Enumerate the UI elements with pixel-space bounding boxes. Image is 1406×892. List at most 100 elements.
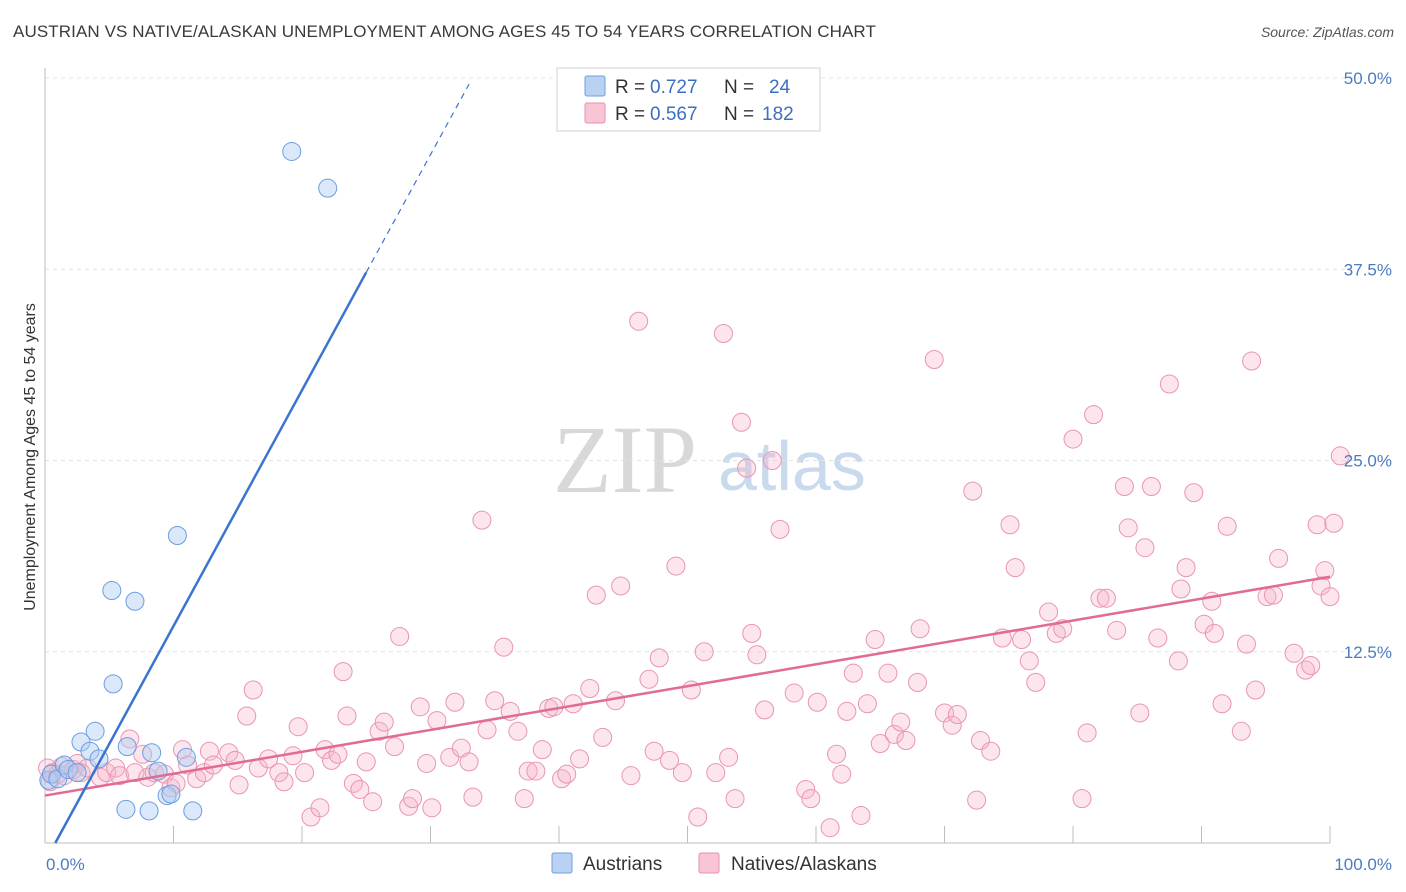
native-point [229, 775, 249, 795]
series-austrians [39, 141, 338, 821]
native-point [1118, 518, 1138, 538]
native-point [390, 626, 410, 646]
native-point [908, 672, 928, 692]
native-point [649, 648, 669, 668]
native-point [580, 678, 600, 698]
trend-lines [44, 83, 1331, 844]
legend-swatch-natives-bottom [698, 852, 720, 874]
native-point [737, 458, 757, 478]
native-point [1072, 789, 1092, 809]
native-point [1320, 587, 1340, 607]
native-point [731, 412, 751, 432]
native-point [350, 779, 370, 799]
native-point [747, 645, 767, 665]
native-point [713, 324, 733, 344]
native-point [1263, 585, 1283, 605]
austrian-point [282, 141, 302, 161]
austrian-point [103, 674, 123, 694]
native-point [963, 481, 983, 501]
native-point [403, 789, 423, 809]
native-point [1084, 405, 1104, 425]
native-point [896, 730, 916, 750]
legend-r-label-1: R = [615, 77, 645, 98]
native-point [870, 734, 890, 754]
native-point [719, 747, 739, 767]
native-point [837, 701, 857, 721]
native-point [593, 727, 613, 747]
native-point [1141, 477, 1161, 497]
native-point [508, 721, 528, 741]
austrian-trend-line [54, 271, 368, 844]
native-trend-line [44, 575, 1331, 797]
native-point [274, 772, 294, 792]
native-point [1090, 588, 1110, 608]
native-point [485, 691, 505, 711]
native-point [110, 766, 130, 786]
legend-r-label-2: R = [615, 104, 645, 125]
austrian-point [116, 799, 136, 819]
native-point [644, 741, 664, 761]
native-point [1307, 515, 1327, 535]
native-point [1217, 516, 1237, 536]
native-point [688, 807, 708, 827]
native-point [924, 350, 944, 370]
native-point [445, 692, 465, 712]
native-point [1012, 630, 1032, 650]
legend-label-austrians: Austrians [583, 854, 662, 875]
chart-title: AUSTRIAN VS NATIVE/ALASKAN UNEMPLOYMENT … [13, 22, 876, 41]
native-point [1330, 446, 1350, 466]
correlation-legend: R = 0.727 N = 24 R = 0.567 N = 182 [556, 67, 821, 132]
native-point [706, 763, 726, 783]
native-point [851, 805, 871, 825]
native-point [1176, 558, 1196, 578]
native-point [557, 764, 577, 784]
native-point [518, 761, 538, 781]
native-point [843, 663, 863, 683]
native-point [1107, 620, 1127, 640]
native-point [463, 787, 483, 807]
native-point [762, 451, 782, 470]
legend-swatch-austrians-bottom [551, 852, 573, 874]
native-point [1096, 588, 1116, 608]
austrian-point [139, 801, 159, 821]
native-point [611, 576, 631, 596]
native-point [725, 789, 745, 809]
legend-swatch-austrians [584, 75, 606, 97]
native-point [878, 663, 898, 683]
x-tick-label: 0.0% [46, 855, 85, 874]
native-point [1184, 483, 1204, 503]
native-point [1301, 656, 1321, 676]
legend-n-value-1: 24 [769, 77, 791, 98]
native-point [369, 721, 389, 741]
native-point [410, 697, 430, 717]
native-point [237, 706, 257, 726]
tick-labels: 12.5% 25.0% 37.5% 50.0% 0.0% 100.0% [46, 69, 1392, 874]
native-point [770, 519, 790, 539]
austrian-point [125, 591, 145, 611]
native-point [639, 669, 659, 689]
native-point [694, 642, 714, 662]
native-point [1159, 374, 1179, 394]
native-point [288, 717, 308, 737]
watermark-zip: ZIP [553, 406, 697, 513]
native-point [570, 749, 590, 769]
native-point [857, 694, 877, 714]
austrian-point [85, 721, 105, 741]
native-point [865, 630, 885, 650]
austrian-point [161, 784, 181, 804]
y-tick-label: 50.0% [1344, 69, 1392, 88]
native-point [333, 662, 353, 682]
legend-n-label-2: N = [724, 104, 754, 125]
series-natives-alaskans [38, 311, 1350, 838]
austrian-point [318, 178, 338, 198]
x-tick-label: 100.0% [1334, 855, 1392, 874]
austrian-point [142, 743, 162, 763]
native-point [807, 692, 827, 712]
native-point [1148, 628, 1168, 648]
series-legend: Austrians Natives/Alaskans [551, 852, 877, 875]
legend-swatch-natives [584, 102, 606, 124]
native-point [832, 764, 852, 784]
native-point [1063, 429, 1083, 449]
native-point [1245, 680, 1265, 700]
native-point [942, 715, 962, 735]
